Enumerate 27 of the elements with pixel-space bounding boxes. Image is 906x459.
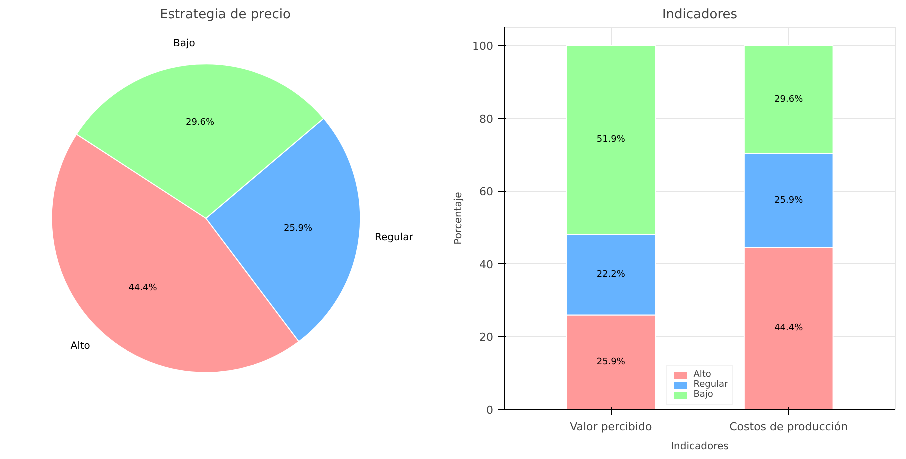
x-tick-label: Valor percibido xyxy=(570,420,652,434)
slice-label: Regular xyxy=(374,232,414,244)
y-tick-label: 40 xyxy=(480,258,494,272)
y-tick-label: 60 xyxy=(480,186,494,199)
data-label: 44.4% xyxy=(774,324,804,334)
y-tick-label: 100 xyxy=(472,40,494,54)
chart-title: Indicadores xyxy=(662,8,738,22)
y-axis-title: Porcentaje xyxy=(454,192,465,245)
slice-label: Bajo xyxy=(173,38,196,50)
data-label: 25.9% xyxy=(284,224,314,234)
data-label: 29.6% xyxy=(186,118,216,128)
data-label: 25.9% xyxy=(596,357,626,368)
legend-label: Alto xyxy=(694,370,712,380)
x-axis-title: Indicadores xyxy=(671,442,729,452)
legend-label: Bajo xyxy=(694,390,714,400)
data-label: 51.9% xyxy=(596,135,626,146)
y-tick-label: 80 xyxy=(480,112,494,126)
chart-title: Estrategia de precio xyxy=(160,8,291,22)
y-tick-label: 20 xyxy=(480,331,494,344)
data-label: 44.4% xyxy=(128,283,158,294)
x-tick-label: Costos de producción xyxy=(730,420,848,434)
y-tick-label: 0 xyxy=(486,404,494,417)
data-label: 25.9% xyxy=(774,196,804,206)
data-label: 22.2% xyxy=(596,270,626,280)
legend-label: Regular xyxy=(694,380,728,390)
data-label: 29.6% xyxy=(774,94,804,105)
slice-label: Alto xyxy=(70,341,90,352)
